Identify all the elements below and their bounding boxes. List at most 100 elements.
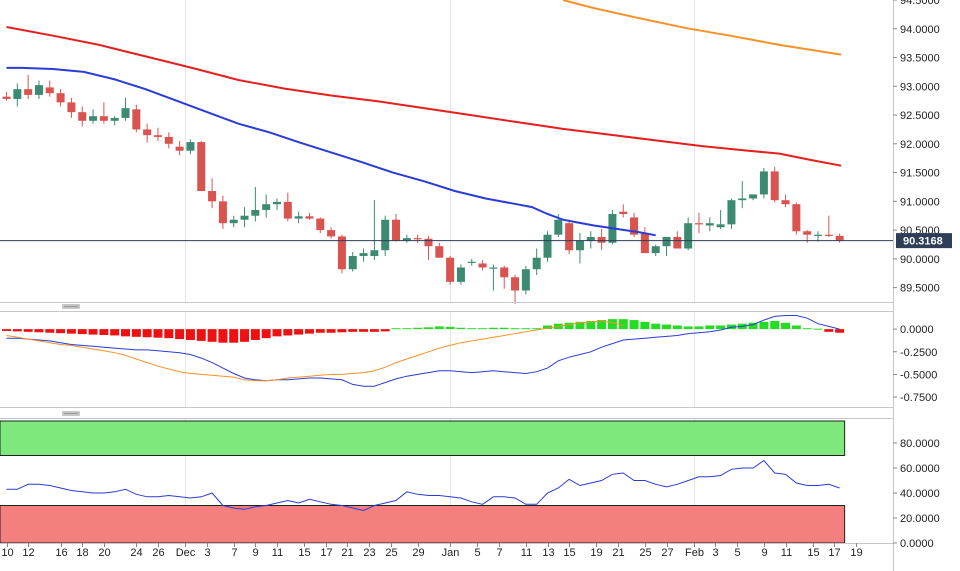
candle (208, 178, 217, 209)
rsi-line (6, 459, 840, 512)
macd-histogram-bar (45, 329, 55, 333)
candle-body (143, 129, 152, 136)
macd-histogram-bar (813, 328, 823, 330)
candle-body (327, 230, 336, 237)
candle (413, 234, 422, 243)
candle-body (781, 200, 790, 205)
macd-histogram-bar (499, 327, 509, 330)
candle (327, 227, 336, 239)
macd-histogram-bar (835, 329, 845, 333)
candle (824, 215, 833, 237)
candle (749, 194, 758, 201)
candle (759, 167, 768, 199)
candle-body (229, 219, 238, 224)
x-tick-label: 27 (661, 547, 673, 559)
macd-histogram-bar (88, 329, 98, 335)
macd-histogram-bar (434, 326, 444, 330)
y-tick-label: -0.5000 (900, 369, 937, 381)
candle-body (640, 232, 649, 254)
macd-histogram-bar (532, 328, 542, 330)
macd-histogram-bar (651, 323, 661, 330)
candle (381, 215, 390, 256)
candle (229, 215, 238, 228)
candle-body (521, 269, 530, 291)
x-tick-label: 25 (385, 547, 397, 559)
macd-histogram-bar (250, 329, 260, 340)
candle-body (792, 204, 801, 232)
y-tick-label: 92.0000 (900, 139, 940, 151)
candle-body (89, 116, 98, 121)
x-tick-label: 11 (521, 547, 532, 559)
y-tick-label: 89.5000 (900, 283, 940, 295)
macd-histogram-bar (705, 325, 715, 330)
candle-body (565, 223, 574, 251)
candle (197, 140, 206, 191)
y-tick-label: 94.5000 (900, 0, 940, 7)
x-tick-label: 7 (496, 547, 502, 559)
candle-body (283, 201, 292, 219)
candle (835, 233, 844, 243)
candle (456, 264, 465, 285)
x-tick-label: 11 (781, 547, 792, 559)
candle (727, 198, 736, 229)
candle-body (99, 116, 108, 121)
candle (543, 231, 552, 262)
candle (316, 217, 325, 233)
candle (738, 181, 747, 209)
candle (684, 217, 693, 251)
candle-body (78, 112, 87, 121)
x-tick-label: 15 (563, 547, 575, 559)
candle (630, 212, 639, 237)
macd-histogram-bar (564, 322, 574, 330)
candle (489, 264, 498, 291)
candle-body (24, 89, 33, 95)
x-tick-label: 13 (542, 547, 554, 559)
macd-histogram-bar (326, 329, 336, 333)
candle-body (759, 171, 768, 195)
panel-resize-handle[interactable] (62, 411, 80, 416)
candle (467, 258, 476, 266)
candle-body (673, 236, 682, 249)
candle (56, 89, 65, 107)
candle-body (197, 142, 206, 191)
macd-histogram-bar (824, 329, 834, 332)
candle-body (240, 215, 249, 220)
candle (781, 194, 790, 208)
candle-body (586, 236, 595, 241)
macd-histogram-bar (175, 329, 185, 340)
macd-histogram-bar (261, 329, 271, 339)
x-tick-label: 10 (1, 547, 13, 559)
panel-resize-handle[interactable] (62, 304, 80, 309)
macd-histogram-bar (629, 320, 639, 330)
macd-histogram-bar (791, 325, 801, 330)
x-tick-label: 24 (130, 547, 142, 559)
candle-body (13, 89, 22, 99)
macd-histogram-bar (99, 329, 109, 335)
x-tick-label: 15 (298, 547, 310, 559)
x-tick-label: 26 (152, 547, 164, 559)
candle-body (164, 136, 173, 144)
macd-panel (0, 311, 893, 407)
candle (24, 74, 33, 99)
macd-lines (6, 315, 840, 387)
macd-histogram-bar (683, 326, 693, 330)
signal_line (6, 320, 624, 382)
candle-body (489, 267, 498, 269)
candle-body (273, 201, 281, 205)
macd-histogram-bar (164, 329, 174, 339)
candle-body (337, 236, 346, 270)
candle (89, 109, 98, 124)
x-tick-label: 18 (76, 547, 88, 559)
y-tick-label: 91.5000 (900, 168, 940, 180)
candle-body (467, 261, 476, 263)
x-tick-label: 21 (341, 547, 353, 559)
candle-body (716, 224, 725, 228)
candle-body (262, 204, 271, 210)
x-tick-label: 25 (639, 547, 651, 559)
macd-histogram-bar (467, 328, 477, 330)
last-price-tag: 90.3168 (896, 233, 952, 249)
candle-body (370, 250, 379, 256)
macd-histogram-bar (2, 329, 11, 331)
candle (597, 228, 606, 251)
macd-histogram-bar (240, 329, 250, 342)
